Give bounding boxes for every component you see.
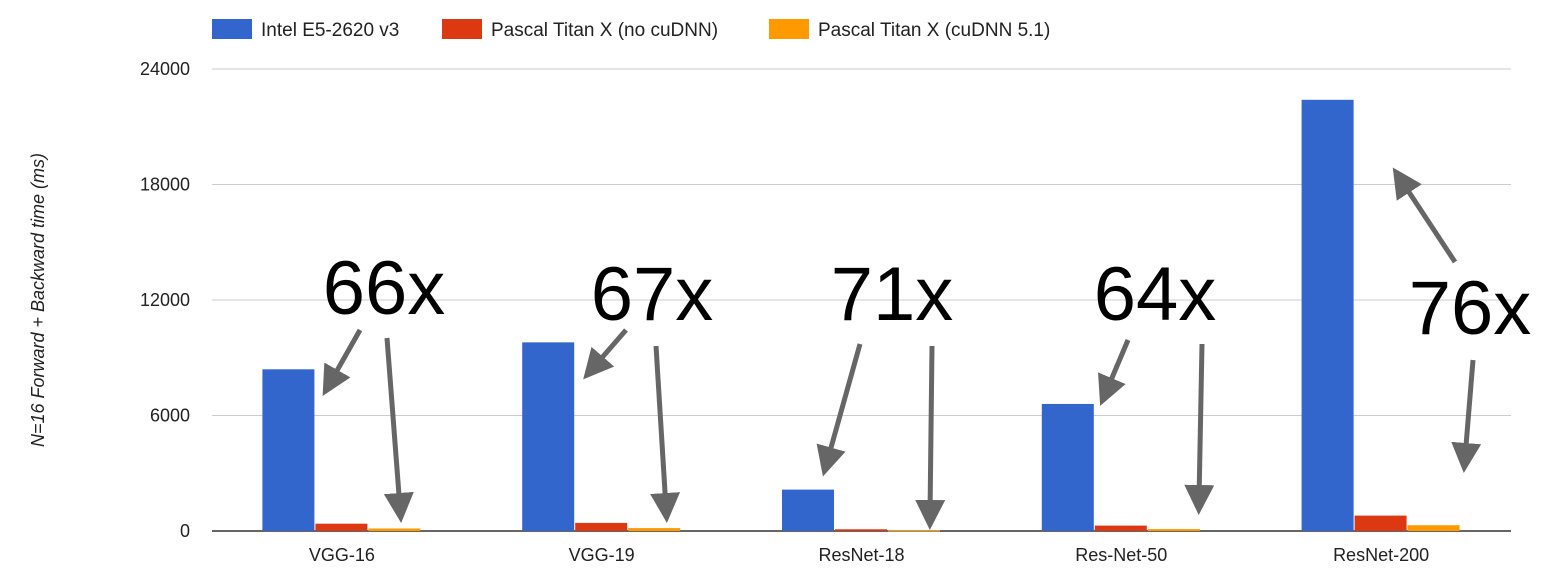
legend-swatch (769, 19, 809, 39)
annotation-arrow (583, 328, 628, 380)
y-tick-label: 24000 (140, 59, 190, 79)
bar (1094, 525, 1147, 531)
annotation-arrow (1392, 167, 1458, 264)
legend-label: Pascal Titan X (no cuDNN) (491, 20, 718, 41)
annotation-arrow (650, 345, 681, 523)
x-tick-label: VGG-19 (569, 545, 635, 565)
annotation-arrow (1451, 359, 1482, 473)
bar (1354, 515, 1407, 531)
speedup-annotation: 76x (1409, 266, 1532, 351)
bars (262, 99, 1460, 532)
bar (835, 529, 887, 531)
y-tick-label: 18000 (140, 175, 190, 195)
annotations: 66x 67x 71x 64x 76x (323, 246, 1532, 351)
legend-label: Intel E5-2620 v3 (261, 20, 399, 41)
annotation-arrow (1098, 339, 1131, 406)
speedup-annotation: 66x (323, 246, 446, 331)
x-tick-label: Res-Net-50 (1075, 545, 1167, 565)
annotation-arrow (383, 337, 414, 523)
speedup-annotation: 71x (831, 252, 954, 337)
y-axis-ticks: 0 6000 12000 18000 24000 (140, 59, 190, 541)
bar (1041, 403, 1094, 531)
bar (628, 528, 681, 531)
bar (522, 342, 575, 531)
annotation-arrow (915, 345, 946, 530)
speedup-annotation: 67x (591, 252, 714, 337)
bar (1301, 99, 1354, 532)
bar (1147, 529, 1200, 531)
annotation-arrow (1184, 343, 1215, 515)
bar (262, 369, 315, 531)
annotation-arrow (322, 328, 363, 397)
speedup-annotation: 64x (1094, 252, 1217, 337)
bar (368, 528, 421, 531)
x-tick-label: VGG-16 (309, 545, 375, 565)
x-axis-ticks: VGG-16 VGG-19 ResNet-18 Res-Net-50 ResNet-20… (309, 545, 1429, 565)
bar (1407, 525, 1460, 531)
y-tick-label: 0 (180, 521, 190, 541)
bar (888, 530, 940, 532)
x-tick-label: ResNet-18 (818, 545, 904, 565)
bar (782, 489, 834, 531)
y-tick-label: 12000 (140, 290, 190, 310)
y-axis-label: N=16 Forward + Backward time (ms) (28, 153, 48, 447)
legend-swatch (212, 19, 252, 39)
y-tick-label: 6000 (150, 406, 190, 426)
x-tick-label: ResNet-200 (1333, 545, 1429, 565)
annotation-arrows (322, 167, 1482, 530)
bar (315, 523, 368, 531)
legend-label: Pascal Titan X (cuDNN 5.1) (818, 20, 1050, 41)
legend: Intel E5-2620 v3 Pascal Titan X (no cuDNN… (212, 19, 1050, 41)
bar (575, 522, 628, 531)
legend-swatch (442, 19, 482, 39)
annotation-arrow (816, 343, 863, 477)
